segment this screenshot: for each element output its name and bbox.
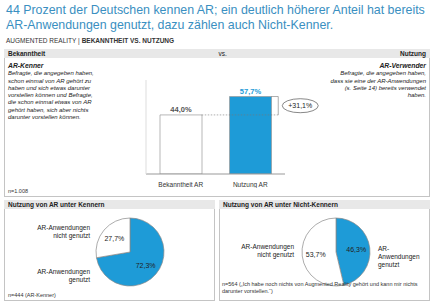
- html-text:n=1.008: n=1.008: [8, 188, 28, 194]
- svg-text:27,7%: 27,7%: [104, 235, 124, 242]
- html-text:AR-Anwendungen nicht genutzt: AR-Anwendungen nicht genutzt: [37, 224, 90, 239]
- html-text:AUGMENTED REALITY | BEKANNTHEI: AUGMENTED REALITY | BEKANNTHEIT VS. NUTZ…: [6, 37, 175, 44]
- html-text:vs.: vs.: [218, 50, 227, 57]
- html-text:AR-Anwendungen genutzt: AR-Anwendungen genutzt: [378, 245, 420, 268]
- svg-text:46,3%: 46,3%: [346, 246, 366, 253]
- svg-text:44,0%: 44,0%: [170, 105, 192, 114]
- svg-text:57,7%: 57,7%: [240, 87, 262, 96]
- html-text:AR-Verwender: AR-Verwender: [379, 62, 426, 69]
- html-text:AR-Kenner: AR-Kenner: [8, 62, 44, 69]
- html-text:n=564 („Ich habe noch nichts v: n=564 („Ich habe noch nichts von Augment…: [222, 281, 418, 294]
- html-text:Befragte, die angegeben haben,: Befragte, die angegeben haben, schon ein…: [8, 70, 94, 121]
- html-text:AR-Anwendungen nicht genutzt: AR-Anwendungen nicht genutzt: [241, 243, 294, 258]
- svg-text:+31,1%: +31,1%: [288, 102, 312, 109]
- svg-text:Bekanntheit AR: Bekanntheit AR: [158, 181, 203, 188]
- html-text:44 Prozent der Deutschen kenne: 44 Prozent der Deutschen kennen AR; ein …: [6, 3, 425, 32]
- svg-text:72,3%: 72,3%: [136, 262, 156, 269]
- html-text:Nutzung von AR unter Kennern: Nutzung von AR unter Kennern: [8, 201, 105, 208]
- html-text:Nutzung von AR unter Nicht-Ken: Nutzung von AR unter Nicht-Kennern: [223, 201, 338, 208]
- svg-text:53,7%: 53,7%: [306, 251, 326, 258]
- html-text:Befragte, die angegeben haben,: Befragte, die angegeben haben, dass sie …: [330, 70, 426, 99]
- html-text:AR-Anwendungen genutzt: AR-Anwendungen genutzt: [37, 268, 90, 283]
- html-text:Bekanntheit: Bekanntheit: [8, 50, 46, 57]
- svg-text:Nutzung AR: Nutzung AR: [233, 181, 268, 188]
- html-text:Nutzung: Nutzung: [400, 50, 426, 57]
- html-text:n=444 (AR-Kenner): n=444 (AR-Kenner): [8, 292, 56, 298]
